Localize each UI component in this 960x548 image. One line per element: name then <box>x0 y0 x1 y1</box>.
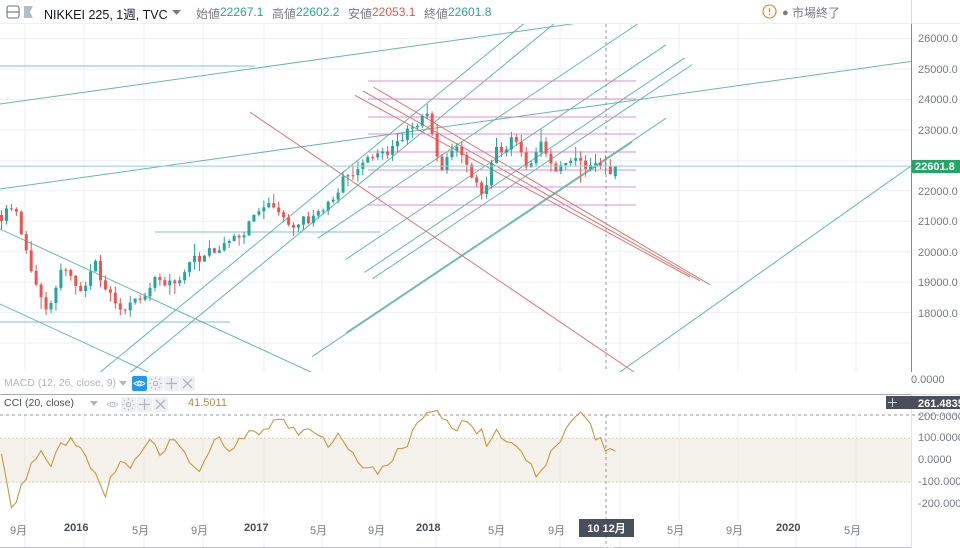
svg-text:22000.0: 22000.0 <box>918 186 958 198</box>
svg-text:25000.0: 25000.0 <box>918 64 958 76</box>
svg-text:24000.0: 24000.0 <box>918 94 958 106</box>
svg-text:23000.0: 23000.0 <box>918 125 958 137</box>
svg-text:21000.0: 21000.0 <box>918 216 958 228</box>
svg-text:19000.0: 19000.0 <box>918 277 958 289</box>
svg-text:18000.0: 18000.0 <box>918 308 958 320</box>
svg-text:20000.0: 20000.0 <box>918 247 958 259</box>
svg-text:26000.0: 26000.0 <box>918 33 958 45</box>
